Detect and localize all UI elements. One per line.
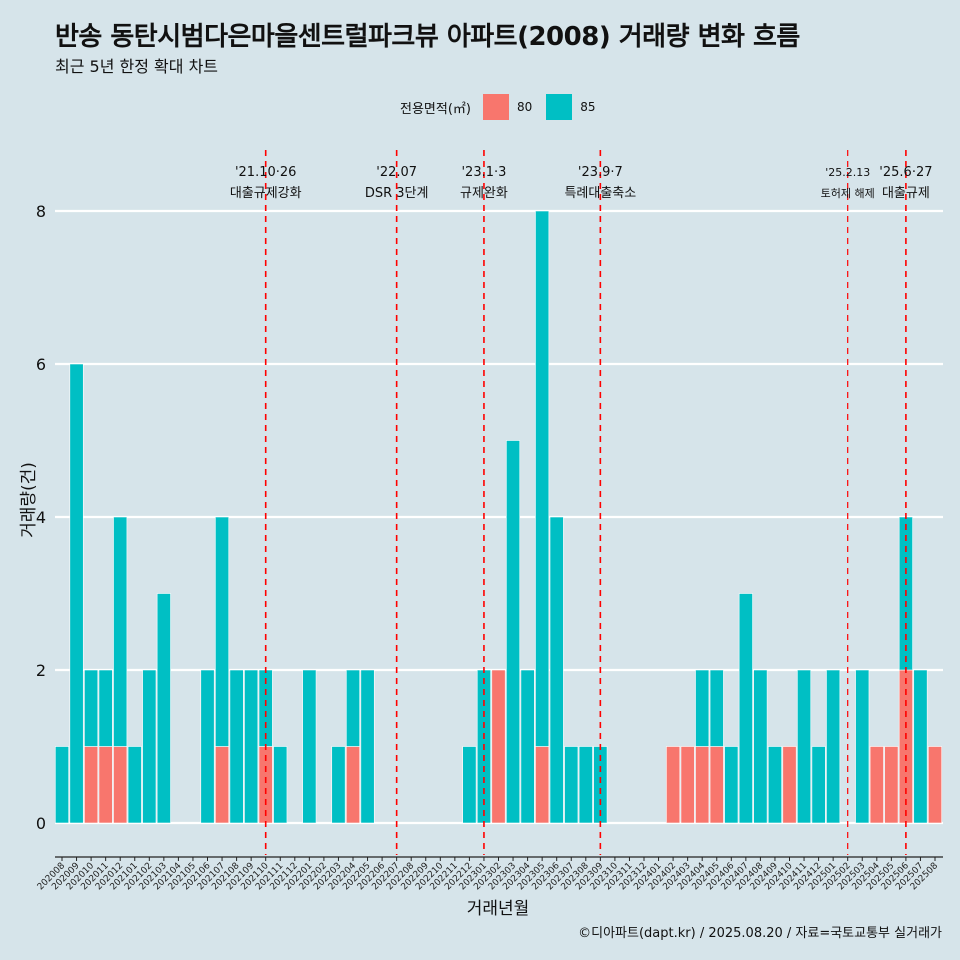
legend-swatch-85 xyxy=(546,94,573,120)
chart-subtitle: 최근 5년 한정 확대 차트 xyxy=(55,57,219,76)
event-label-3: 특례대출축소 xyxy=(564,186,636,201)
bar-80-202403 xyxy=(680,746,695,824)
chart-title: 반송 동탄시범다은마을센트럴파크뷰 아파트(2008) 거래량 변화 흐름 xyxy=(55,22,800,52)
bar-80-202107 xyxy=(215,746,230,824)
bar-85-202307 xyxy=(564,746,579,824)
bar-85-202011 xyxy=(98,669,113,747)
bar-85-202108 xyxy=(229,669,244,824)
bar-85-202204 xyxy=(345,669,360,747)
bar-80-202405 xyxy=(709,746,724,824)
bar-85-202305 xyxy=(535,210,550,747)
bar-80-202302 xyxy=(491,669,506,824)
bar-80-202508 xyxy=(927,746,942,824)
event-label-0: 대출규제강화 xyxy=(230,186,302,201)
bar-80-202204 xyxy=(345,746,360,824)
y-axis-title: 거래량(건) xyxy=(19,462,39,538)
event-date-1: '22.07 xyxy=(376,165,417,180)
bar-80-202011 xyxy=(98,746,113,824)
bar-85-202009 xyxy=(69,363,84,824)
bar-85-202409 xyxy=(767,746,782,824)
bar-85-202303 xyxy=(506,440,521,824)
bar-85-202306 xyxy=(549,516,564,824)
bar-80-202012 xyxy=(113,746,128,824)
legend-label-85: 85 xyxy=(580,100,596,114)
legend-label-80: 80 xyxy=(516,100,533,114)
event-label-5: 대출규제 xyxy=(882,186,930,201)
bar-85-202106 xyxy=(200,669,215,824)
bar-85-202012 xyxy=(113,516,128,747)
event-date-4: '25.2.13 xyxy=(825,166,870,179)
bar-85-202008 xyxy=(54,746,69,824)
bar-85-202304 xyxy=(520,669,535,824)
event-date-0: '21.10·26 xyxy=(235,165,296,180)
bar-80-202504 xyxy=(869,746,884,824)
bar-85-202205 xyxy=(360,669,375,824)
bar-85-202101 xyxy=(127,746,142,824)
bar-85-202411 xyxy=(797,669,812,824)
bar-85-202308 xyxy=(578,746,593,824)
bar-85-202212 xyxy=(462,746,477,824)
bar-85-202102 xyxy=(142,669,157,824)
y-tick-label-6: 6 xyxy=(36,355,46,374)
bar-85-202501 xyxy=(826,669,841,824)
bar-85-202109 xyxy=(244,669,259,824)
bar-80-202010 xyxy=(84,746,99,824)
y-tick-label-0: 0 xyxy=(36,814,46,833)
event-label-4: 토허제 해제 xyxy=(821,186,875,200)
event-date-3: '23.9·7 xyxy=(578,165,623,180)
legend-swatch-80 xyxy=(482,94,509,120)
bar-80-202505 xyxy=(884,746,899,824)
event-date-5: '25.6·27 xyxy=(879,165,932,180)
event-label-1: DSR 3단계 xyxy=(365,186,429,201)
bar-80-202410 xyxy=(782,746,797,824)
bar-85-202405 xyxy=(709,669,724,747)
legend-title: 전용면적(㎡) xyxy=(400,101,471,117)
bar-80-202404 xyxy=(695,746,710,824)
legend-item-80: 80 xyxy=(477,94,532,120)
bar-85-202404 xyxy=(695,669,710,747)
event-date-2: '23.1·3 xyxy=(461,165,506,180)
x-axis-title: 거래년월 xyxy=(467,899,530,919)
bar-85-202010 xyxy=(84,669,99,747)
bar-80-202402 xyxy=(666,746,681,824)
bar-85-202107 xyxy=(215,516,230,747)
y-tick-label-4: 4 xyxy=(36,508,46,527)
bar-85-202507 xyxy=(913,669,928,824)
bar-85-202412 xyxy=(811,746,826,824)
bar-85-202111 xyxy=(273,746,288,824)
bar-85-202408 xyxy=(753,669,768,824)
legend-item-85: 85 xyxy=(540,94,596,120)
event-label-2: 규제완화 xyxy=(460,186,508,201)
y-tick-label-2: 2 xyxy=(36,661,46,680)
source-caption: ©디아파트(dapt.kr) / 2025.08.20 / 자료=국토교통부 실… xyxy=(578,926,942,941)
bar-80-202305 xyxy=(535,746,550,824)
bar-85-202103 xyxy=(156,593,171,824)
bar-85-202203 xyxy=(331,746,346,824)
bar-85-202201 xyxy=(302,669,317,824)
bar-85-202406 xyxy=(724,746,739,824)
bar-85-202503 xyxy=(855,669,870,824)
bar-85-202407 xyxy=(738,593,753,824)
legend: 전용면적(㎡) 80 85 xyxy=(400,94,604,120)
y-tick-label-8: 8 xyxy=(36,202,46,221)
